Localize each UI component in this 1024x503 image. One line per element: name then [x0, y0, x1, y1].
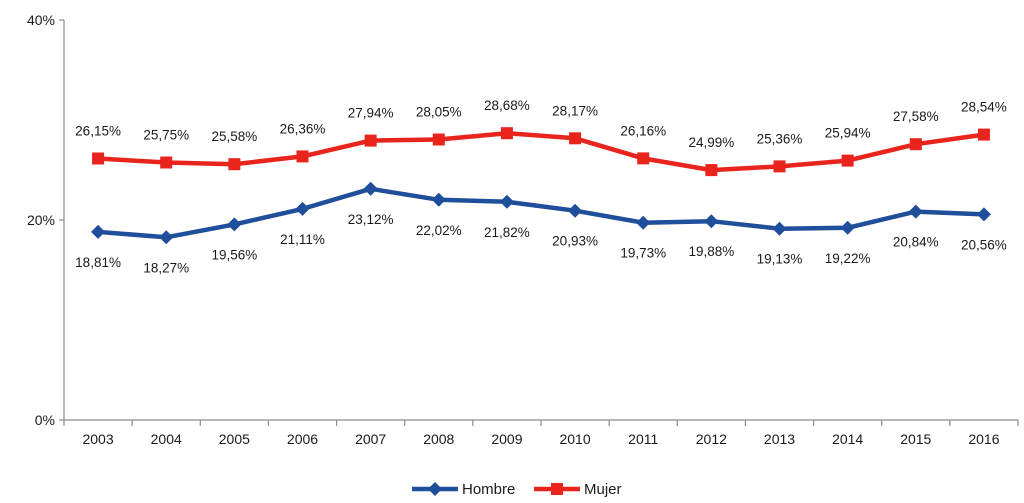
data-label: 26,36%: [280, 121, 326, 136]
data-point: [773, 160, 786, 173]
data-point: [909, 138, 922, 151]
data-label: 22,02%: [416, 223, 462, 238]
data-label: 19,13%: [757, 252, 803, 267]
data-label: 19,56%: [211, 247, 257, 262]
x-tick-label: 2007: [355, 431, 386, 447]
data-label: 18,27%: [143, 260, 189, 275]
data-label: 25,58%: [211, 129, 257, 144]
x-tick-label: 2009: [491, 431, 522, 447]
x-tick-label: 2012: [696, 431, 727, 447]
x-tick-label: 2004: [151, 431, 182, 447]
x-tick-label: 2006: [287, 431, 318, 447]
data-point: [159, 230, 174, 245]
legend-item-mujer: Mujer: [534, 481, 622, 498]
data-point: [908, 204, 923, 219]
data-label: 28,68%: [484, 98, 530, 113]
data-point: [569, 132, 582, 145]
data-point: [705, 164, 718, 177]
data-point: [977, 128, 990, 141]
data-label: 18,81%: [75, 255, 121, 270]
x-tick-label: 2005: [219, 431, 250, 447]
data-label: 25,36%: [757, 131, 803, 146]
series-line-hombre: [97, 186, 985, 240]
data-point: [91, 224, 106, 239]
data-point: [500, 127, 513, 140]
data-label: 23,12%: [348, 212, 394, 227]
y-tick-label: 40%: [27, 12, 55, 28]
data-label: 21,82%: [484, 225, 530, 240]
data-point: [772, 221, 787, 236]
series-line-mujer: [97, 130, 985, 173]
data-label: 26,15%: [75, 124, 121, 139]
legend-item-hombre: Hombre: [412, 481, 515, 498]
data-label: 25,75%: [143, 128, 189, 143]
data-label: 26,16%: [620, 123, 666, 138]
data-point: [92, 152, 105, 165]
data-label: 28,05%: [416, 105, 462, 120]
data-label: 24,99%: [688, 135, 734, 150]
x-tick-label: 2011: [628, 431, 658, 447]
data-label: 20,56%: [961, 237, 1007, 252]
data-label: 20,84%: [893, 235, 939, 250]
data-label: 28,17%: [552, 103, 598, 118]
data-point: [295, 201, 310, 216]
x-tick-label: 2014: [832, 431, 863, 447]
data-point: [637, 152, 650, 165]
x-tick-label: 2008: [423, 431, 454, 447]
data-point: [704, 214, 719, 229]
data-point: [160, 156, 173, 169]
x-tick-label: 2016: [968, 431, 999, 447]
data-point: [499, 194, 514, 209]
data-label: 19,73%: [620, 246, 666, 261]
data-label: 20,93%: [552, 234, 598, 249]
data-label: 21,11%: [280, 232, 325, 247]
data-label: 19,88%: [688, 244, 734, 259]
data-label: 19,22%: [825, 251, 871, 266]
y-tick-label: 0%: [35, 412, 55, 428]
x-tick-label: 2015: [900, 431, 931, 447]
data-label: 27,94%: [348, 106, 394, 121]
data-point: [363, 181, 378, 196]
x-tick-label: 2010: [559, 431, 590, 447]
legend-label: Hombre: [462, 481, 515, 498]
legend-marker: [428, 482, 442, 496]
data-point: [840, 220, 855, 235]
data-point: [568, 203, 583, 218]
data-label: 28,54%: [961, 100, 1007, 115]
data-label: 27,58%: [893, 109, 939, 124]
data-point: [227, 217, 242, 232]
x-tick-label: 2003: [82, 431, 113, 447]
data-label: 25,94%: [825, 126, 871, 141]
data-point: [364, 134, 377, 147]
data-point: [841, 154, 854, 167]
legend-label: Mujer: [584, 481, 622, 498]
data-point: [636, 215, 651, 230]
legend-marker: [551, 483, 563, 495]
x-tick-label: 2013: [764, 431, 795, 447]
data-point: [431, 192, 446, 207]
data-point: [976, 207, 991, 222]
data-point: [228, 158, 241, 171]
y-tick-label: 20%: [27, 212, 55, 228]
data-point: [432, 133, 445, 146]
data-point: [296, 150, 309, 163]
